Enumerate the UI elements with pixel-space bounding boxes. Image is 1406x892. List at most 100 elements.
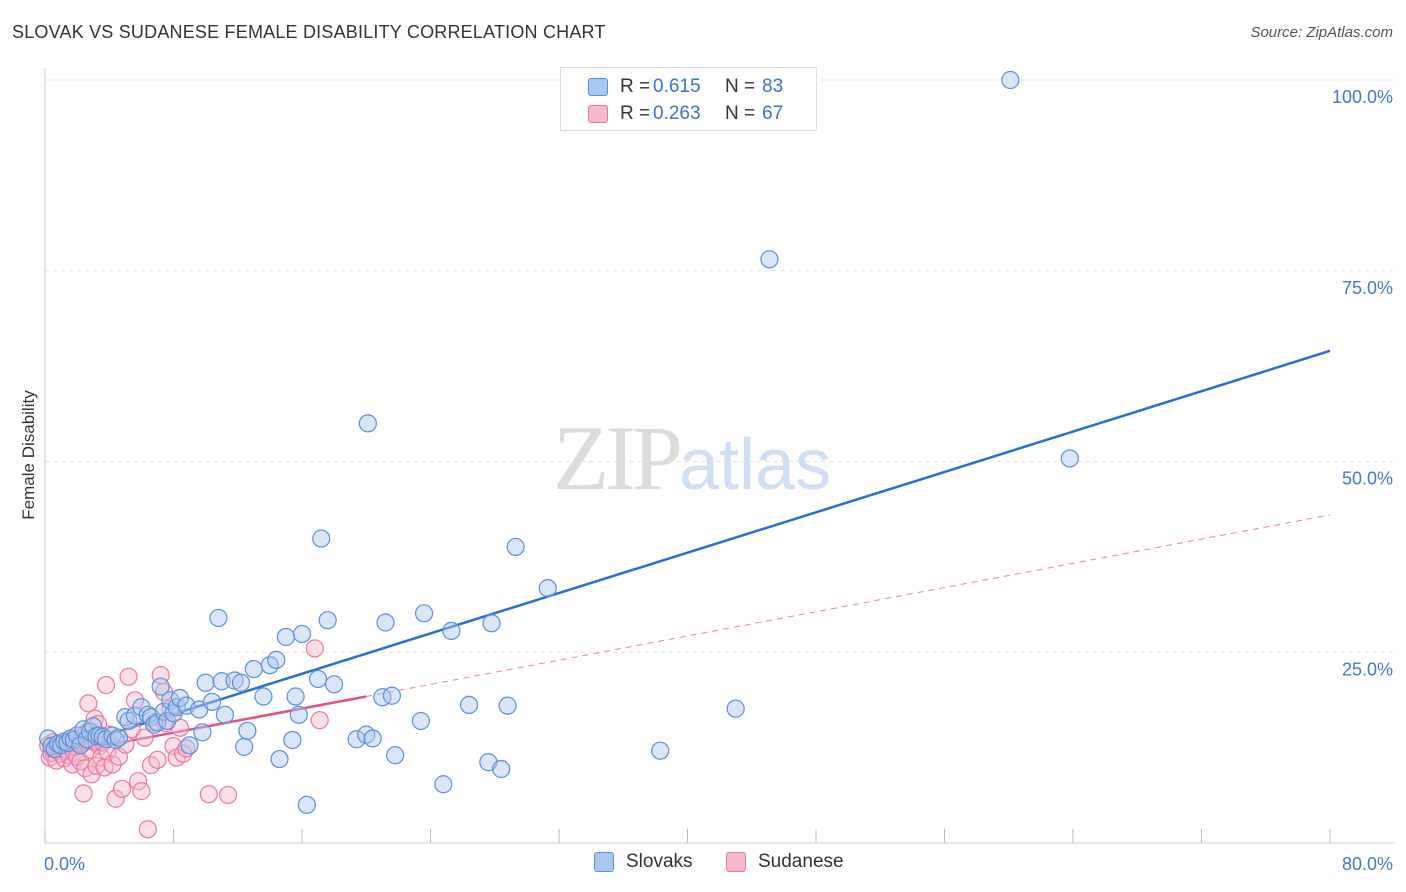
sudanese-point [177,739,196,758]
sudanese-point [310,711,329,730]
slovaks-point [760,250,779,269]
y-tick-label: 25.0% [1342,659,1393,679]
slovaks-point [434,775,453,794]
legend-label: Slovaks [626,851,693,872]
slovaks-trend-line [44,349,1331,756]
trend-lines [44,349,1331,759]
slovaks-point [459,695,479,714]
legend-row-sudanese: R = 0.263 N = 67 [561,101,783,127]
slovaks-point [180,736,199,755]
slovaks-point [196,673,215,692]
slovaks-point [297,795,316,814]
slovaks-point [267,650,286,669]
slovaks-point [212,672,231,691]
slovaks-point [318,611,337,630]
slovaks-point [286,687,305,706]
watermark-atlas: atlas [679,425,832,505]
legend-label: Sudanese [758,851,844,872]
slovaks-swatch [588,78,608,96]
sudanese-point [116,735,135,754]
slovaks-point [442,621,461,640]
slovaks-point [651,741,670,760]
tick-labels: 25.0% 50.0% 75.0% 100.0% 0.0% 80.0% [44,87,1393,874]
sudanese-point [103,755,122,774]
r-label: R = [620,76,651,97]
y-axis-label: Female Disability [19,390,38,520]
slovaks-point [386,746,405,765]
slovaks-points [39,70,1079,814]
n-label: N = [725,103,756,124]
sudanese-point [125,691,145,710]
slovaks-point [292,624,312,644]
slovaks-point [482,614,501,633]
n-label: N = [725,76,756,97]
sudanese-point [112,779,132,798]
slovaks-point [376,613,395,632]
slovaks-point [363,729,382,748]
slovaks-point [506,537,525,557]
sudanese-point [106,789,125,808]
slovaks-point [414,604,434,623]
slovaks-point [202,692,222,711]
slovaks-point [498,696,517,715]
sudanese-swatch [726,852,746,872]
slovaks-point [1001,70,1020,90]
sudanese-trend-extension [366,514,1331,697]
slovaks-point [312,529,331,548]
slovaks-point [358,414,377,433]
slovaks-point [244,659,263,679]
slovaks-point [238,721,257,740]
legend-item-slovaks[interactable]: Slovaks [594,851,693,873]
sudanese-trend-line [44,695,367,759]
legend-item-sudanese[interactable]: Sudanese [726,851,844,873]
watermark-zip: ZIP [553,407,683,509]
slovaks-point [382,686,402,705]
slovaks-point [373,688,392,707]
slovaks-point [157,711,177,731]
r-label: R = [620,103,651,124]
slovaks-point [276,627,296,647]
slovaks-point [193,723,212,742]
sudanese-point [74,784,93,803]
slovaks-point [538,579,557,598]
sudanese-swatch [588,105,608,123]
slovaks-point [106,730,125,750]
slovaks-point [231,673,251,692]
y-tick-label: 100.0% [1332,87,1393,107]
sudanese-point [135,728,154,747]
sudanese-point [79,694,98,713]
slovaks-point [308,669,328,689]
slovaks-point [132,698,151,717]
sudanese-point [138,820,157,839]
slovaks-point [325,675,344,694]
sudanese-point [132,782,151,801]
watermark: ZIPatlas [553,405,831,511]
sudanese-point [119,667,138,686]
chart-title: SLOVAK VS SUDANESE FEMALE DISABILITY COR… [12,22,606,42]
slovaks-point [270,749,289,769]
slovaks-swatch [594,852,614,872]
sudanese-point [148,750,167,769]
slovaks-point [170,688,190,708]
n-value: 83 [762,76,784,97]
slovaks-point [1060,449,1079,468]
correlation-legend: R = 0.615 N = 83 R = 0.263 N = 67 [560,67,817,131]
r-value: 0.615 [653,76,701,97]
sudanese-point [305,639,324,658]
axes [44,68,1395,844]
series-legend: Slovaks Sudanese [0,851,1406,879]
source-label: Source: ZipAtlas.com [1250,24,1393,41]
slovaks-point [411,711,430,731]
slovaks-point [209,608,228,628]
slovaks-point [726,699,745,718]
sudanese-point [129,772,148,791]
slovaks-point [235,737,254,756]
slovaks-point [215,705,234,724]
slovaks-point [254,687,273,706]
r-value: 0.263 [653,103,701,124]
sudanese-point [96,675,116,695]
x-tick-label: 80.0% [1342,854,1393,874]
slovaks-point [109,728,128,747]
slovaks-point [283,730,302,750]
